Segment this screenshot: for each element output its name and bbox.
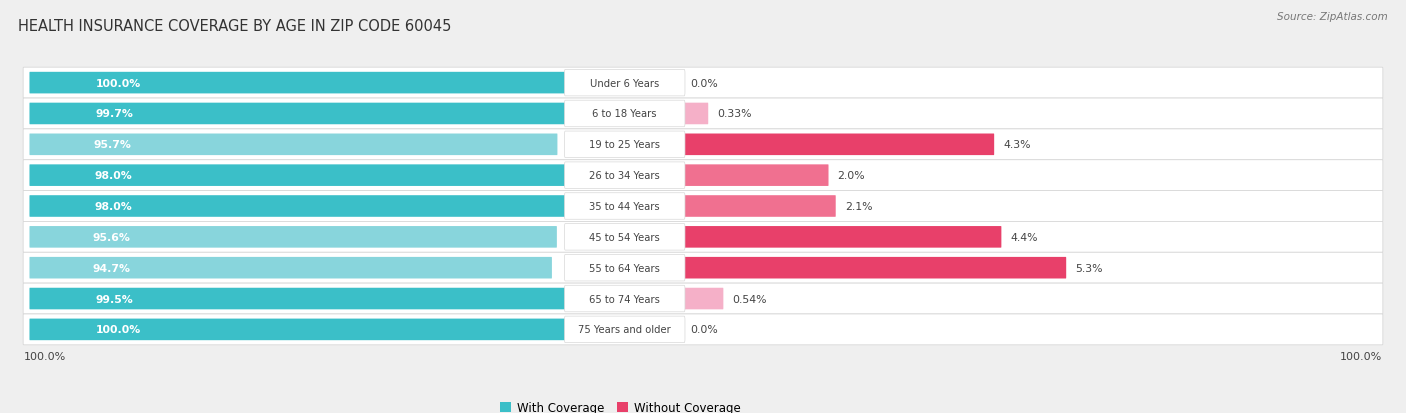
Text: 98.0%: 98.0% (94, 171, 132, 181)
Text: Source: ZipAtlas.com: Source: ZipAtlas.com (1277, 12, 1388, 21)
FancyBboxPatch shape (30, 288, 578, 310)
FancyBboxPatch shape (683, 288, 723, 310)
Text: 5.3%: 5.3% (1076, 263, 1102, 273)
FancyBboxPatch shape (30, 319, 581, 340)
Text: 35 to 44 Years: 35 to 44 Years (589, 202, 659, 211)
Legend: With Coverage, Without Coverage: With Coverage, Without Coverage (499, 401, 741, 413)
FancyBboxPatch shape (22, 191, 1384, 222)
Text: 55 to 64 Years: 55 to 64 Years (589, 263, 661, 273)
FancyBboxPatch shape (30, 73, 581, 94)
FancyBboxPatch shape (22, 99, 1384, 130)
Text: Under 6 Years: Under 6 Years (591, 78, 659, 88)
FancyBboxPatch shape (564, 316, 685, 343)
Text: 99.5%: 99.5% (96, 294, 134, 304)
Text: 6 to 18 Years: 6 to 18 Years (592, 109, 657, 119)
FancyBboxPatch shape (22, 314, 1384, 345)
FancyBboxPatch shape (22, 130, 1384, 160)
Text: 65 to 74 Years: 65 to 74 Years (589, 294, 661, 304)
FancyBboxPatch shape (22, 68, 1384, 99)
FancyBboxPatch shape (30, 257, 553, 279)
Text: 98.0%: 98.0% (94, 202, 132, 211)
Text: 100.0%: 100.0% (96, 78, 141, 88)
FancyBboxPatch shape (22, 253, 1384, 283)
FancyBboxPatch shape (22, 283, 1384, 314)
FancyBboxPatch shape (564, 162, 685, 189)
Text: HEALTH INSURANCE COVERAGE BY AGE IN ZIP CODE 60045: HEALTH INSURANCE COVERAGE BY AGE IN ZIP … (18, 19, 451, 33)
Text: 4.3%: 4.3% (1004, 140, 1031, 150)
FancyBboxPatch shape (564, 285, 685, 312)
Text: 0.0%: 0.0% (690, 78, 718, 88)
FancyBboxPatch shape (30, 196, 569, 217)
FancyBboxPatch shape (683, 226, 1001, 248)
Text: 26 to 34 Years: 26 to 34 Years (589, 171, 659, 181)
Text: 2.1%: 2.1% (845, 202, 872, 211)
FancyBboxPatch shape (22, 222, 1384, 253)
FancyBboxPatch shape (683, 103, 709, 125)
Text: 75 Years and older: 75 Years and older (578, 325, 671, 335)
Text: 2.0%: 2.0% (838, 171, 865, 181)
Text: 95.7%: 95.7% (93, 140, 131, 150)
Text: 0.54%: 0.54% (733, 294, 768, 304)
Text: 99.7%: 99.7% (96, 109, 134, 119)
Text: 4.4%: 4.4% (1011, 232, 1038, 242)
Text: 100.0%: 100.0% (24, 351, 66, 361)
Text: 0.0%: 0.0% (690, 325, 718, 335)
FancyBboxPatch shape (22, 160, 1384, 191)
Text: 100.0%: 100.0% (96, 325, 141, 335)
FancyBboxPatch shape (564, 70, 685, 97)
FancyBboxPatch shape (30, 134, 557, 156)
Text: 95.6%: 95.6% (93, 232, 131, 242)
FancyBboxPatch shape (564, 224, 685, 251)
FancyBboxPatch shape (683, 257, 1066, 279)
FancyBboxPatch shape (30, 165, 569, 187)
FancyBboxPatch shape (564, 193, 685, 220)
FancyBboxPatch shape (30, 103, 579, 125)
FancyBboxPatch shape (564, 132, 685, 158)
Text: 94.7%: 94.7% (93, 263, 131, 273)
Text: 100.0%: 100.0% (1340, 351, 1382, 361)
FancyBboxPatch shape (564, 255, 685, 281)
Text: 0.33%: 0.33% (717, 109, 752, 119)
Text: 45 to 54 Years: 45 to 54 Years (589, 232, 659, 242)
FancyBboxPatch shape (564, 101, 685, 128)
Text: 19 to 25 Years: 19 to 25 Years (589, 140, 661, 150)
FancyBboxPatch shape (683, 134, 994, 156)
FancyBboxPatch shape (683, 165, 828, 187)
FancyBboxPatch shape (683, 196, 835, 217)
FancyBboxPatch shape (30, 226, 557, 248)
